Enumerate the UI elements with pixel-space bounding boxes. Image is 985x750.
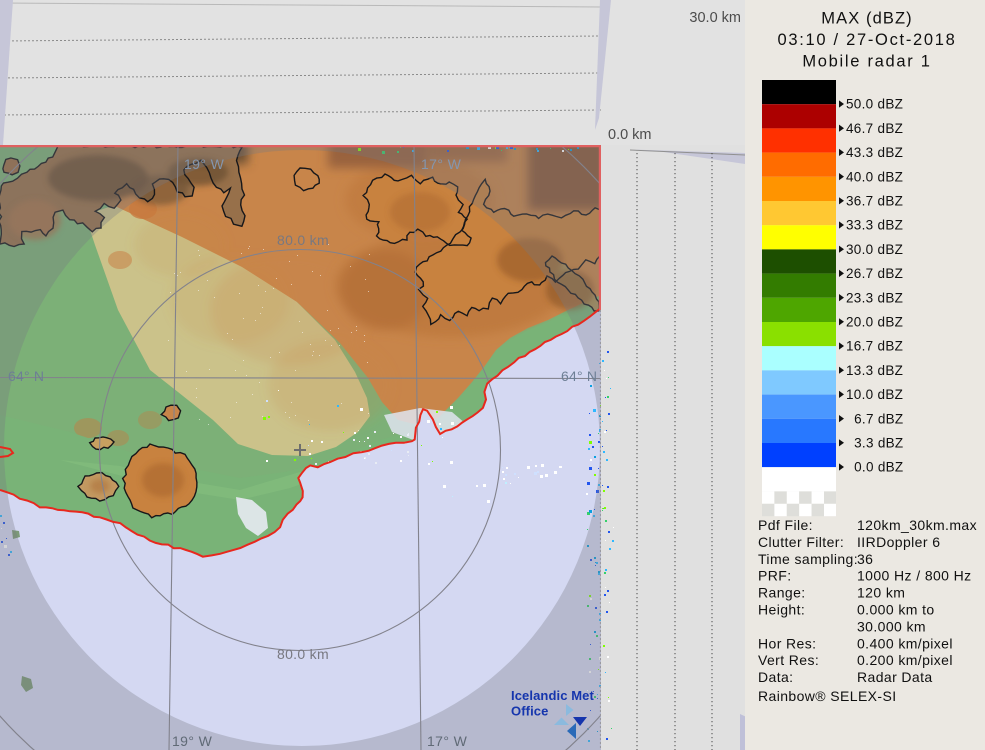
svg-text:Pdf File:: Pdf File: bbox=[758, 517, 813, 533]
svg-text:36.7 dBZ: 36.7 dBZ bbox=[846, 194, 903, 209]
svg-text:Office: Office bbox=[511, 704, 548, 719]
svg-text:13.3 dBZ: 13.3 dBZ bbox=[846, 363, 903, 378]
svg-text:Rainbow® SELEX-SI: Rainbow® SELEX-SI bbox=[758, 688, 897, 704]
svg-text:80.0 km: 80.0 km bbox=[277, 646, 329, 662]
svg-text:0.400 km/pixel: 0.400 km/pixel bbox=[857, 635, 953, 651]
svg-text:19° W: 19° W bbox=[172, 733, 213, 749]
svg-text:6.7 dBZ: 6.7 dBZ bbox=[846, 411, 903, 426]
svg-text:Range:: Range: bbox=[758, 585, 806, 601]
svg-text:3.3 dBZ: 3.3 dBZ bbox=[846, 436, 903, 451]
svg-text:Icelandic Met: Icelandic Met bbox=[511, 688, 595, 703]
svg-text:IIRDoppler 6: IIRDoppler 6 bbox=[857, 534, 940, 550]
svg-text:Height:: Height: bbox=[758, 602, 805, 618]
svg-text:46.7 dBZ: 46.7 dBZ bbox=[846, 121, 903, 136]
svg-text:80.0 km: 80.0 km bbox=[277, 232, 329, 248]
svg-text:19° W: 19° W bbox=[184, 156, 225, 172]
svg-text:17° W: 17° W bbox=[421, 156, 462, 172]
svg-text:0.000 km to: 0.000 km to bbox=[857, 602, 935, 618]
svg-text:36: 36 bbox=[857, 551, 873, 567]
svg-text:26.7 dBZ: 26.7 dBZ bbox=[846, 266, 903, 281]
svg-text:Time sampling:: Time sampling: bbox=[758, 551, 858, 567]
svg-text:33.3 dBZ: 33.3 dBZ bbox=[846, 218, 903, 233]
svg-text:40.0 dBZ: 40.0 dBZ bbox=[846, 169, 903, 184]
svg-text:0.0 km: 0.0 km bbox=[608, 127, 652, 143]
svg-text:Vert Res:: Vert Res: bbox=[758, 652, 819, 668]
svg-text:0.200 km/pixel: 0.200 km/pixel bbox=[857, 652, 953, 668]
svg-text:64° N: 64° N bbox=[8, 368, 44, 384]
svg-text:43.3 dBZ: 43.3 dBZ bbox=[846, 145, 903, 160]
svg-text:0.0 dBZ: 0.0 dBZ bbox=[846, 460, 903, 475]
svg-text:16.7 dBZ: 16.7 dBZ bbox=[846, 339, 903, 354]
svg-text:50.0 dBZ: 50.0 dBZ bbox=[846, 97, 903, 112]
svg-text:Hor Res:: Hor Res: bbox=[758, 635, 816, 651]
svg-text:Mobile radar 1: Mobile radar 1 bbox=[802, 53, 931, 71]
svg-text:17° W: 17° W bbox=[427, 733, 468, 749]
svg-text:Clutter Filter:: Clutter Filter: bbox=[758, 534, 844, 550]
svg-text:MAX (dBZ): MAX (dBZ) bbox=[821, 10, 913, 28]
svg-text:23.3 dBZ: 23.3 dBZ bbox=[846, 290, 903, 305]
svg-text:30.0 dBZ: 30.0 dBZ bbox=[846, 242, 903, 257]
svg-text:PRF:: PRF: bbox=[758, 568, 792, 584]
svg-text:Data:: Data: bbox=[758, 669, 793, 685]
svg-text:120km_30km.max: 120km_30km.max bbox=[857, 517, 977, 533]
svg-text:64° N: 64° N bbox=[561, 368, 597, 384]
svg-text:03:10 / 27-Oct-2018: 03:10 / 27-Oct-2018 bbox=[777, 31, 956, 49]
svg-text:20.0 dBZ: 20.0 dBZ bbox=[846, 315, 903, 330]
svg-text:Radar Data: Radar Data bbox=[857, 669, 933, 685]
svg-text:30.0 km: 30.0 km bbox=[689, 10, 741, 26]
svg-text:30.000 km: 30.000 km bbox=[857, 618, 926, 634]
svg-text:1000 Hz / 800 Hz: 1000 Hz / 800 Hz bbox=[857, 568, 972, 584]
svg-text:10.0 dBZ: 10.0 dBZ bbox=[846, 387, 903, 402]
svg-text:120 km: 120 km bbox=[857, 585, 905, 601]
